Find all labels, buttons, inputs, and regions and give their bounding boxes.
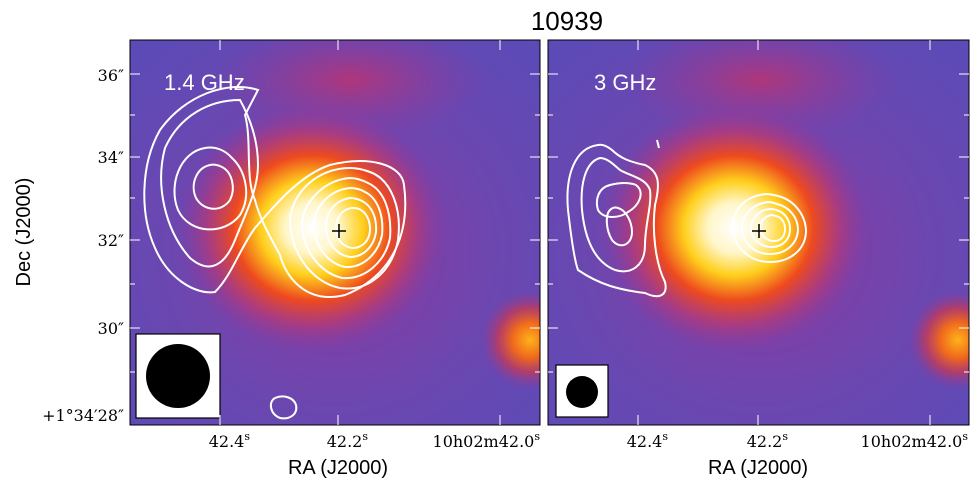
panel-right-ticks xyxy=(548,40,969,425)
x-tick-42-0-right: 10h02m42.0s xyxy=(861,430,969,451)
panel-left-frame xyxy=(129,39,541,426)
panel-right-contours xyxy=(566,139,808,298)
y-axis-label: Dec (J2000) xyxy=(13,178,35,287)
y-tick-32: 32″ xyxy=(98,231,124,250)
panel-3ghz: 3 GHz 42.4s 42.2s 10h02m42.0s R xyxy=(547,39,970,479)
x-tick-42-4-right: 42.4s xyxy=(627,430,669,451)
panel-left-x-tick-labels: 42.4s 42.2s 10h02m42.0s xyxy=(209,430,541,451)
x-tick-42-4-left: 42.4s xyxy=(209,430,251,451)
panel-left-ticks xyxy=(130,40,540,425)
y-tick-28: +1°34′28″ xyxy=(42,406,124,425)
panel-right-x-axis-label: RA (J2000) xyxy=(708,457,808,479)
panel-right-source xyxy=(600,103,870,353)
panel-left-contours xyxy=(143,85,407,420)
x-tick-42-2-right: 42.2s xyxy=(747,430,789,451)
panel-left-secondary-source xyxy=(480,290,540,390)
y-tick-labels: 36″ 34″ 32″ 30″ +1°34′28″ xyxy=(42,66,124,425)
y-tick-30: 30″ xyxy=(98,319,124,338)
x-tick-42-2-left: 42.2s xyxy=(327,430,369,451)
panel-left-x-axis-label: RA (J2000) xyxy=(288,457,388,479)
beam-ellipse xyxy=(146,344,210,408)
panel-right-beam xyxy=(555,364,609,418)
x-tick-42-0-left: 10h02m42.0s xyxy=(433,430,541,451)
beam-ellipse xyxy=(566,376,598,408)
figure-title: 10939 xyxy=(531,6,603,36)
y-tick-34: 34″ xyxy=(98,148,124,167)
panel-right-band-label: 3 GHz xyxy=(594,70,656,95)
panel-left-beam xyxy=(135,333,221,419)
panel-right-cross-marker xyxy=(752,224,766,238)
panel-left-source xyxy=(177,103,447,353)
panel-right-x-tick-labels: 42.4s 42.2s 10h02m42.0s xyxy=(627,430,969,451)
panel-left-band-label: 1.4 GHz xyxy=(164,70,245,95)
y-tick-36: 36″ xyxy=(98,66,124,85)
panel-1-4ghz: 1.4 GHz 42.4s 42.2s 10h02m42.0s xyxy=(129,39,541,479)
panel-left-cross-marker xyxy=(332,224,346,238)
panel-right-secondary-source xyxy=(908,290,969,390)
